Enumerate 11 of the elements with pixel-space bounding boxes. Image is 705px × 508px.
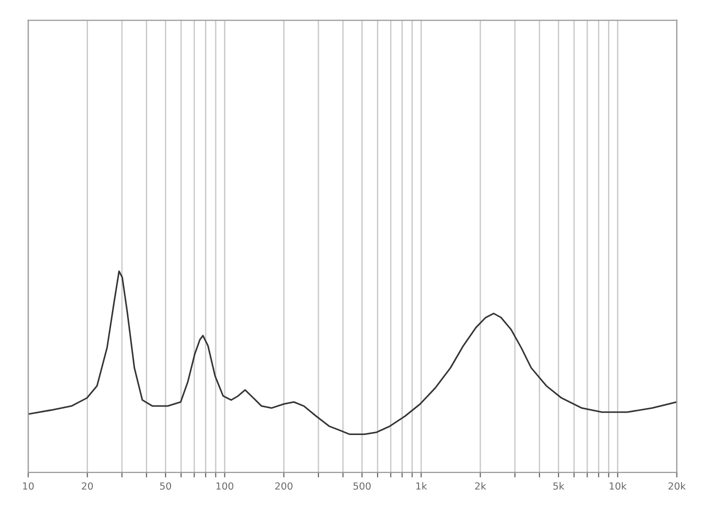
x-tick-label: 1k xyxy=(416,482,428,490)
x-tick-label: 20k xyxy=(668,482,686,490)
x-tick-label: 10 xyxy=(23,482,34,490)
x-tick-label: 5k xyxy=(553,482,564,490)
x-tick-label: 100 xyxy=(216,482,234,490)
x-tick-label: 2k xyxy=(475,482,486,490)
x-tick-label: 200 xyxy=(275,482,292,490)
x-tick-label: 500 xyxy=(353,482,371,490)
x-tick-label: 50 xyxy=(160,482,172,490)
x-tick-label: 10k xyxy=(610,482,627,490)
x-tick-label: 20 xyxy=(82,482,93,490)
